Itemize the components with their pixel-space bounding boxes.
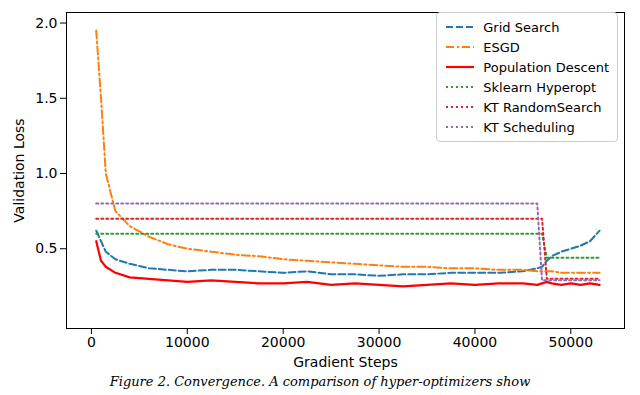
- svg-text:2.0: 2.0: [35, 15, 57, 31]
- svg-text:Validation Loss: Validation Loss: [11, 118, 27, 222]
- svg-text:40000: 40000: [453, 334, 498, 350]
- svg-text:50000: 50000: [549, 334, 594, 350]
- html-text:KT RandomSearch: KT RandomSearch: [483, 99, 602, 115]
- svg-text:1.5: 1.5: [35, 90, 57, 106]
- svg-text:10000: 10000: [165, 334, 210, 350]
- svg-text:0: 0: [87, 334, 96, 350]
- html-text:Population Descent: Population Descent: [483, 59, 609, 75]
- svg-text:30000: 30000: [357, 334, 402, 350]
- html-text:Grid Search: Grid Search: [483, 19, 560, 35]
- html-text:KT Scheduling: KT Scheduling: [483, 119, 575, 135]
- svg-text:0.5: 0.5: [35, 240, 57, 256]
- html-text:ESGD: ESGD: [483, 39, 520, 55]
- html-text:Sklearn Hyperopt: Sklearn Hyperopt: [483, 79, 597, 95]
- svg-text:20000: 20000: [261, 334, 306, 350]
- svg-text:Gradient Steps: Gradient Steps: [293, 354, 398, 370]
- svg-text:1.0: 1.0: [35, 165, 57, 181]
- html-text:Figure 2. Convergence. A compa: Figure 2. Convergence. A comparison of h…: [109, 374, 531, 389]
